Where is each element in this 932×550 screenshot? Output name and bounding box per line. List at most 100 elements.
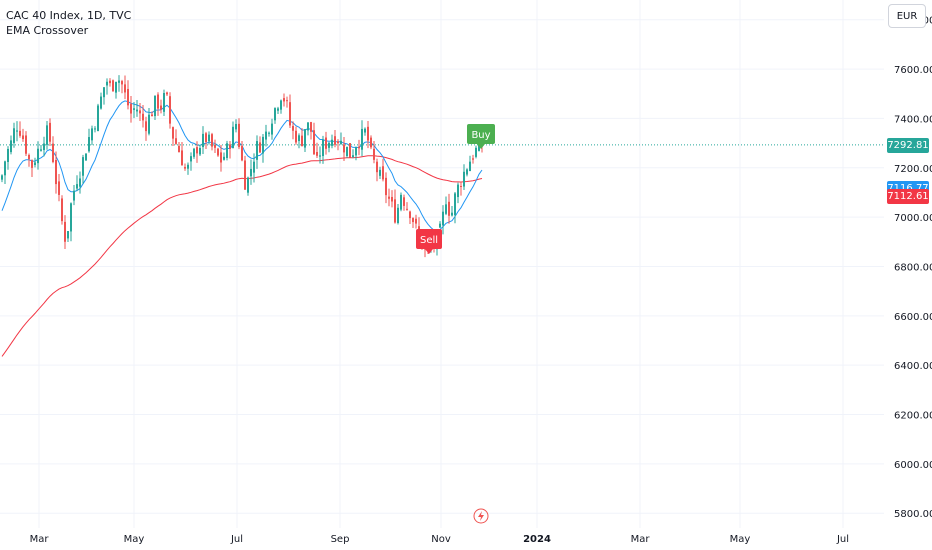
y-tick-label: 7600.00 [894,65,932,76]
candle-up [88,128,90,153]
buy-signal: Buy [467,124,495,149]
svg-text:Sell: Sell [420,235,438,246]
candle-down [175,129,177,145]
candle-up [97,103,99,132]
candle-up [397,204,399,225]
candle-down [160,99,162,114]
candle-down [358,139,360,156]
candle-down [238,118,240,150]
candle-down [64,215,66,250]
candle-up [268,131,270,137]
candle-up [274,107,276,124]
candle-down [217,147,219,157]
candle-down [448,193,450,224]
candle-up [73,184,75,206]
candle-down [406,202,408,211]
candle-up [271,118,273,140]
candle-down [181,142,183,166]
candle-down [55,151,57,194]
candle-down [349,143,351,158]
candle-up [37,141,39,170]
price-axis[interactable]: 5800.00 6000.00 6200.00 6400.00 6600.00 6800.… [894,16,932,520]
candle-up [190,152,192,171]
y-tick-label: 6200.00 [894,411,932,422]
candle-up [187,162,189,175]
candle-down [22,128,24,142]
y-tick-label: 6000.00 [894,460,932,471]
x-tick-label: May [730,534,751,545]
x-tick-label: Sep [331,534,350,545]
candle-up [475,145,477,159]
y-tick-label: 7000.00 [894,213,932,224]
candle-up [70,202,72,242]
candle-up [118,75,120,92]
candle-down [367,121,369,149]
candle-up [46,121,48,150]
candle-down [409,210,411,224]
candle-up [1,174,3,183]
candle-down [139,102,141,122]
slow-ema-line [1,155,483,357]
candle-down [391,190,393,208]
candle-up [328,141,330,153]
candle-down [109,78,111,87]
candle-up [307,122,309,136]
candle-up [94,126,96,133]
candle-up [265,124,267,147]
candle-up [442,205,444,235]
candle-up [346,146,348,158]
candle-down [151,111,153,117]
candle-down [259,136,261,154]
x-tick-label: Mar [30,534,50,545]
candle-down [142,105,144,128]
candle-down [196,141,198,163]
candle-up [148,108,150,136]
currency-button[interactable]: EUR [888,4,926,28]
candle-up [262,133,264,163]
chart-grid [0,0,884,528]
slow-ema-tag: 7112.61 [887,188,929,204]
candle-down [241,141,243,162]
candle-up [16,121,18,142]
candle-up [256,135,258,169]
candle-up [352,149,354,159]
svg-text:Buy: Buy [471,130,490,141]
candle-down [229,140,231,159]
candle-up [67,230,69,242]
candle-up [280,99,282,114]
candle-down [166,91,168,96]
candle-down [19,121,21,138]
candle-down [370,135,372,150]
flash-icon[interactable] [473,508,489,524]
candle-up [454,192,456,224]
candle-up [340,132,342,145]
candle-down [220,144,222,172]
candle-down [286,96,288,108]
candle-down [343,137,345,161]
candle-up [304,129,306,153]
last-price-tag: 7292.81 [887,137,929,153]
candle-down [130,96,132,123]
candle-down [301,128,303,147]
candle-up [232,121,234,149]
candle-up [379,166,381,179]
candle-up [136,99,138,117]
x-tick-label: Jul [836,534,849,545]
time-axis[interactable]: Mar May Jul Sep Nov 2024 Mar May Jul [30,534,849,545]
candle-down [385,172,387,204]
symbol-title[interactable]: CAC 40 Index, 1D, TVC [6,9,132,22]
indicator-title[interactable]: EMA Crossover [6,24,89,37]
candle-down [295,126,297,145]
slow-ema-series [1,155,483,357]
candle-down [214,139,216,154]
x-tick-label: Nov [431,534,451,545]
candle-down [49,118,51,147]
candle-up [250,159,252,185]
candle-up [202,126,204,155]
candle-down [472,154,474,164]
candle-down [403,194,405,211]
candle-down [337,139,339,151]
candle-up [163,89,165,116]
candle-up [193,147,195,159]
